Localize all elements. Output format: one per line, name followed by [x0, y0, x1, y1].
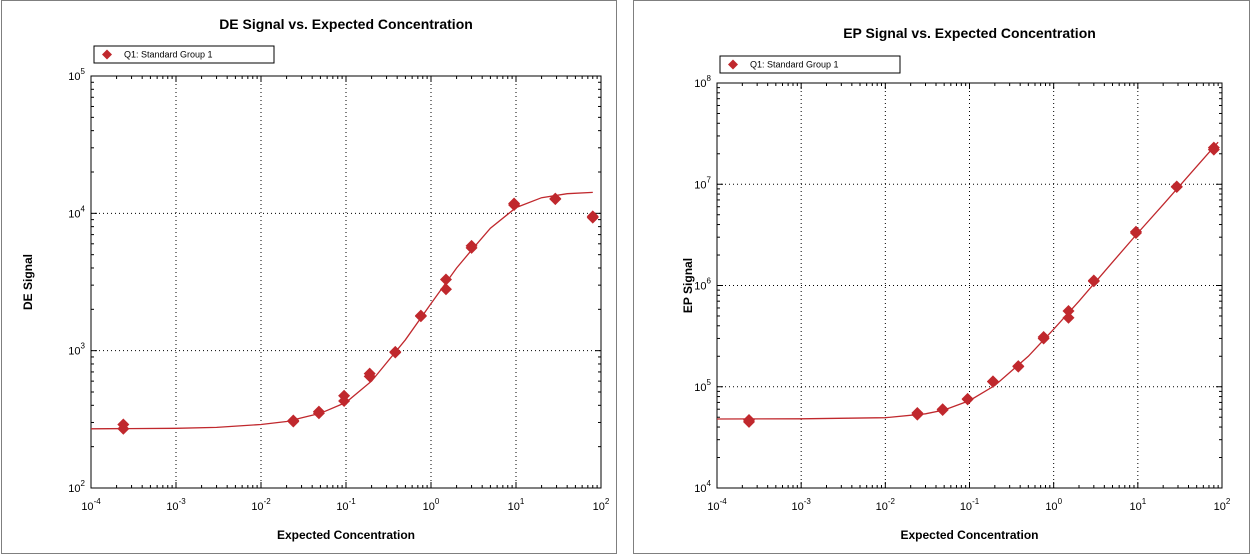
- legend-box: [93, 45, 275, 64]
- data-point: [312, 407, 325, 420]
- legend-label: Q1: Standard Group 1: [750, 60, 839, 70]
- x-tick-label: 101: [508, 497, 525, 513]
- y-tick-label: 102: [68, 479, 85, 495]
- data-point: [986, 375, 999, 388]
- x-tick-label: 102: [593, 497, 610, 513]
- legend-label: Q1: Standard Group 1: [124, 50, 213, 60]
- y-tick-label: 103: [68, 342, 85, 358]
- data-point: [287, 415, 300, 428]
- data-point: [1037, 330, 1050, 343]
- data-point: [465, 241, 478, 254]
- data-point: [117, 422, 130, 435]
- y-axis-label: EP Signal: [681, 258, 695, 313]
- x-tick-label: 10-4: [707, 497, 727, 513]
- data-point: [508, 197, 521, 210]
- data-point: [338, 395, 351, 408]
- data-point: [961, 393, 974, 406]
- x-tick-label: 10-2: [251, 497, 271, 513]
- x-tick-label: 100: [1045, 497, 1062, 513]
- data-point: [439, 283, 452, 296]
- data-point: [1062, 304, 1075, 317]
- y-tick-label: 106: [694, 277, 711, 293]
- x-axis-label: Expected Concentration: [900, 528, 1038, 542]
- x-tick-label: 101: [1129, 497, 1146, 513]
- x-tick-label: 10-1: [336, 497, 356, 513]
- y-tick-label: 108: [694, 74, 711, 90]
- y-axis-label: DE Signal: [21, 254, 35, 310]
- data-point: [743, 415, 756, 428]
- y-tick-label: 105: [68, 67, 85, 83]
- y-tick-label: 104: [68, 204, 85, 220]
- legend-box: [719, 55, 901, 74]
- data-point: [1062, 311, 1075, 324]
- x-tick-label: 10-2: [876, 497, 896, 513]
- data-point: [911, 408, 924, 421]
- fit-curve: [90, 191, 593, 430]
- y-tick-label: 104: [694, 479, 711, 495]
- data-point: [389, 346, 402, 359]
- x-tick-label: 10-1: [960, 497, 980, 513]
- data-point: [1207, 143, 1220, 156]
- data-point: [1170, 180, 1183, 193]
- x-tick-label: 102: [1214, 497, 1231, 513]
- data-point: [414, 310, 427, 323]
- x-axis-label: Expected Concentration: [277, 528, 415, 542]
- ep-signal-chart: EP Signal vs. Expected Concentration 10-4…: [681, 25, 1231, 542]
- data-point: [549, 193, 562, 206]
- data-point: [363, 370, 376, 383]
- data-point: [1087, 275, 1100, 288]
- data-point: [586, 210, 599, 223]
- chart-title: DE Signal vs. Expected Concentration: [219, 16, 473, 32]
- chart-panel-de: DE Signal vs. Expected Concentration 10-4…: [1, 0, 617, 554]
- data-point: [936, 403, 949, 416]
- data-point: [1012, 360, 1025, 373]
- chart-panel-ep: EP Signal vs. Expected Concentration 10-4…: [633, 0, 1250, 554]
- legend-marker: [728, 59, 738, 70]
- x-tick-label: 10-3: [166, 497, 186, 513]
- x-tick-label: 100: [423, 497, 440, 513]
- x-tick-label: 10-3: [791, 497, 811, 513]
- x-tick-label: 10-4: [81, 497, 101, 513]
- y-tick-label: 107: [694, 175, 711, 191]
- fit-curve: [716, 141, 1219, 420]
- y-tick-label: 105: [694, 378, 711, 394]
- chart-title: EP Signal vs. Expected Concentration: [843, 25, 1096, 41]
- legend-marker: [102, 49, 112, 60]
- plot-area: [90, 75, 602, 489]
- data-point: [439, 273, 452, 286]
- data-point: [1129, 227, 1142, 240]
- de-signal-chart: DE Signal vs. Expected Concentration 10-4…: [21, 16, 610, 542]
